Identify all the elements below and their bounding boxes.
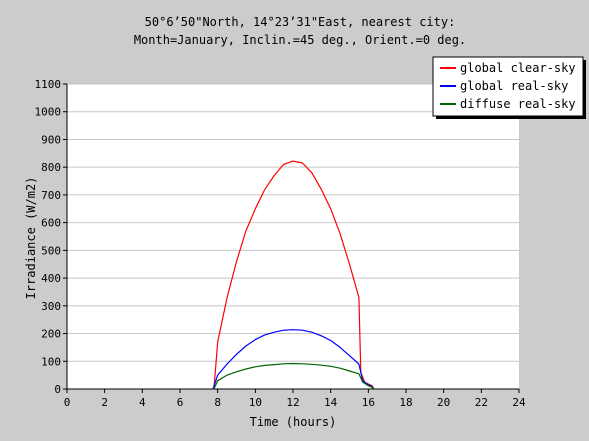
y-tick-label: 600 [41,217,61,230]
x-tick-label: 22 [475,396,488,409]
y-tick-label: 400 [41,272,61,285]
legend-label: global clear-sky [460,61,576,75]
series-line-global-clear-sky [213,160,375,390]
plot-area [67,84,519,389]
x-tick-label: 6 [177,396,184,409]
x-tick-label: 18 [399,396,412,409]
y-axis-label: Irradiance (W/m2) [24,177,38,300]
y-tick-label: 1100 [35,78,62,91]
x-tick-label: 20 [437,396,450,409]
series-lines [212,160,375,390]
y-tick-label: 1000 [35,106,62,119]
x-tick-label: 14 [324,396,338,409]
y-tick-label: 500 [41,244,61,257]
x-tick-label: 24 [512,396,526,409]
y-tick-label: 700 [41,189,61,202]
x-tick-label: 2 [101,396,108,409]
x-tick-label: 10 [249,396,262,409]
x-tick-label: 0 [64,396,71,409]
chart-title-line-1: 50°6’50"North, 14°23’31"East, nearest ci… [145,15,456,29]
legend: global clear-sky global real-sky diffuse r… [432,56,586,119]
x-tick-label: 4 [139,396,146,409]
legend-label: global real-sky [460,79,568,93]
y-tick-label: 800 [41,161,61,174]
y-tick-label: 300 [41,300,61,313]
y-tick-label: 200 [41,328,61,341]
x-axis-label: Time (hours) [250,415,337,429]
x-tick-label: 8 [214,396,221,409]
legend-box [432,56,584,117]
series-line-global-real-sky [212,329,375,390]
series-line-diffuse-real-sky [213,362,375,390]
y-tick-label: 900 [41,133,61,146]
y-tick-label: 100 [41,355,61,368]
chart-title-line-2: Month=January, Inclin.=45 deg., Orient.=… [134,33,466,47]
x-tick-label: 12 [286,396,299,409]
x-tick-label: 16 [362,396,375,409]
legend-label: diffuse real-sky [460,97,576,111]
y-tick-label: 0 [54,383,61,396]
